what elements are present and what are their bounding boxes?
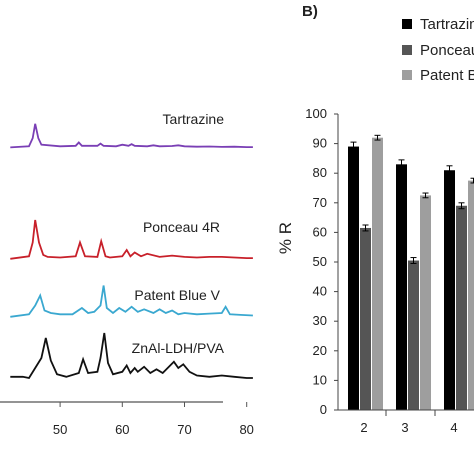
legend: Tartrazine Ponceau 4R Patent Blue V [402,16,474,84]
bar [360,227,371,410]
bar [444,170,455,410]
y-tick-label: 80 [313,165,327,180]
xrd-panel: 50 60 70 80 Tartrazine Ponceau 4R Patent Bl… [0,111,254,437]
bar [420,195,431,410]
y-tick-label: 60 [313,224,327,239]
y-tick-label: 40 [313,284,327,299]
panel-label-b: B) [302,3,318,20]
y-tick-label: 90 [313,136,327,151]
y-tick-label: 50 [313,254,327,269]
legend-swatch [402,70,412,80]
x-tick-label: 50 [53,422,67,437]
y-tick-label: 70 [313,195,327,210]
x-tick-label: 4 [450,420,457,435]
xrd-curve [10,332,253,380]
x-tick-label: 80 [239,422,253,437]
series-label-patent-blue: Patent Blue V [134,287,220,303]
xrd-curve [10,285,253,318]
legend-label: Ponceau 4R [420,42,474,59]
bar [408,260,419,410]
x-tick-label: 60 [115,422,129,437]
y-tick-label: 100 [305,106,327,121]
x-tick-label: 70 [177,422,191,437]
x-axis-ticks: 2 3 4 [360,410,458,435]
series-label-tartrazine: Tartrazine [163,111,225,127]
legend-swatch [402,45,412,55]
y-tick-label: 0 [320,402,327,417]
y-tick-label: 30 [313,313,327,328]
x-tick-label: 2 [360,420,367,435]
series-label-ponceau: Ponceau 4R [143,219,220,235]
bar [348,146,359,410]
y-axis-ticks: 0 10 20 30 40 50 60 70 80 90 100 [305,106,338,417]
y-tick-label: 20 [313,343,327,358]
xrd-curve [10,219,253,260]
removal-panel: B) % R 0 10 20 30 40 50 60 70 80 90 100 2 3 4 Tartra… [276,3,474,435]
bar [372,137,383,410]
xrd-x-ticks: 50 60 70 80 [53,402,254,437]
legend-label: Patent Blue V [420,67,474,84]
series-label-znal-ldh: ZnAl-LDH/PVA [132,340,225,356]
y-tick-label: 10 [313,372,327,387]
legend-label: Tartrazine [420,16,474,33]
bar [468,180,474,410]
bar [396,164,407,410]
x-tick-label: 3 [401,420,408,435]
legend-swatch [402,19,412,29]
bar [456,205,467,410]
xrd-curve [10,123,253,149]
xrd-curves [10,123,253,380]
y-axis-label: % R [276,222,295,254]
bars [348,134,474,410]
